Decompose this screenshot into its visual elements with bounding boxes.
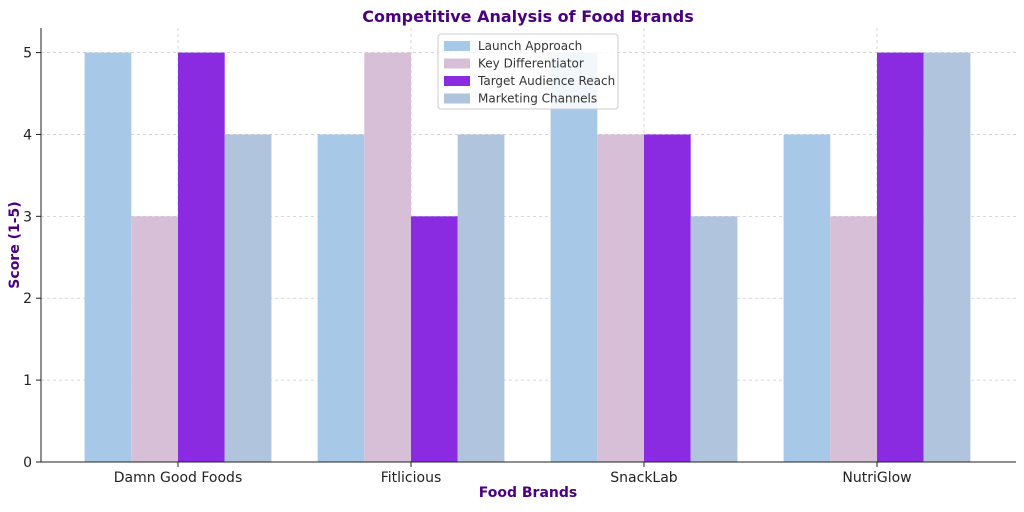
legend-swatch-2	[444, 76, 470, 86]
bar-launch-approach-nutriglow	[783, 134, 831, 463]
x-tick-label-2: SnackLab	[610, 470, 678, 486]
legend-label-1: Key Differentiator	[478, 57, 584, 71]
bar-target-audience-reach-snacklab	[644, 134, 691, 463]
bars-layer	[84, 52, 971, 463]
legend: Launch Approach Key Differentiator Target …	[437, 33, 619, 110]
bar-key-differentiator-damn-good-foods	[131, 216, 178, 462]
bar-marketing-channels-fitlicious	[457, 134, 505, 463]
x-axis-label: Food Brands	[479, 485, 577, 501]
chart-title: Competitive Analysis of Food Brands	[362, 7, 693, 26]
bar-marketing-channels-nutriglow	[923, 52, 971, 462]
legend-label-2: Target Audience Reach	[477, 74, 615, 88]
legend-label-3: Marketing Channels	[478, 92, 597, 106]
bar-target-audience-reach-fitlicious	[411, 216, 458, 462]
y-tick-label-0: 0	[23, 455, 32, 471]
y-tick-label-1: 1	[23, 373, 32, 389]
x-tick-label-0: Damn Good Foods	[114, 470, 243, 486]
bar-marketing-channels-damn-good-foods	[224, 134, 272, 463]
axes-layer	[40, 28, 1016, 463]
y-axis-label: Score (1-5)	[7, 201, 23, 288]
legend-label-0: Launch Approach	[478, 39, 582, 53]
legend-swatch-0	[444, 41, 470, 51]
y-tick-label-2: 2	[23, 291, 32, 307]
y-tick-label-5: 5	[23, 46, 32, 62]
bar-target-audience-reach-damn-good-foods	[178, 52, 225, 462]
bar-marketing-channels-snacklab	[690, 216, 738, 462]
legend-box	[437, 33, 619, 110]
bar-key-differentiator-snacklab	[597, 134, 644, 463]
bar-key-differentiator-nutriglow	[830, 216, 877, 462]
bar-key-differentiator-fitlicious	[364, 52, 411, 462]
bar-launch-approach-snacklab	[550, 52, 598, 462]
x-tick-label-3: NutriGlow	[842, 470, 911, 486]
bar-target-audience-reach-nutriglow	[877, 52, 924, 462]
ticks-layer: 0 1 2 3 4 5 Damn Good Foods Fitlicious SnackLab N…	[23, 46, 912, 486]
legend-swatch-3	[444, 93, 470, 104]
bar-launch-approach-damn-good-foods	[84, 52, 132, 462]
legend-swatch-1	[444, 58, 470, 69]
y-tick-label-3: 3	[23, 209, 32, 225]
bar-launch-approach-fitlicious	[317, 134, 365, 463]
x-tick-label-1: Fitlicious	[381, 470, 442, 486]
y-tick-label-4: 4	[23, 127, 32, 143]
